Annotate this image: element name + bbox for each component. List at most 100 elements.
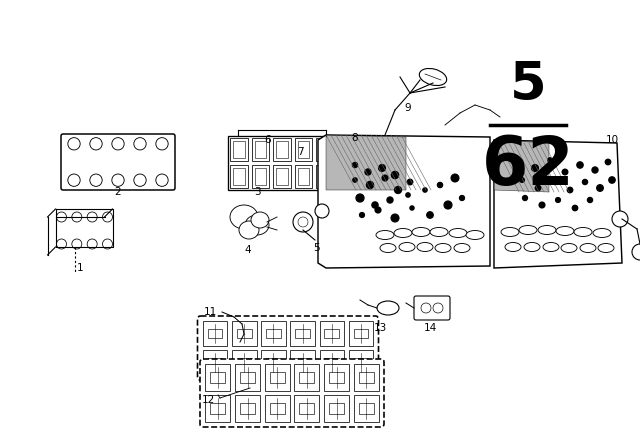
Circle shape (517, 159, 523, 165)
Ellipse shape (449, 228, 467, 237)
Circle shape (577, 162, 583, 168)
Circle shape (548, 158, 552, 162)
Ellipse shape (412, 228, 430, 237)
Text: 3: 3 (253, 187, 260, 197)
Ellipse shape (251, 212, 269, 228)
Text: 1: 1 (77, 263, 83, 273)
Circle shape (433, 303, 443, 313)
Circle shape (423, 188, 427, 192)
Circle shape (102, 239, 113, 249)
Circle shape (156, 174, 168, 186)
Bar (329, 403, 344, 414)
Bar (230, 138, 248, 161)
Ellipse shape (466, 231, 484, 240)
Bar (294, 365, 319, 391)
Bar (252, 138, 269, 161)
FancyBboxPatch shape (414, 296, 450, 320)
Polygon shape (494, 140, 622, 268)
Bar (265, 396, 290, 422)
Ellipse shape (598, 244, 614, 253)
Circle shape (596, 185, 604, 191)
Circle shape (102, 212, 113, 222)
Circle shape (588, 198, 593, 202)
Circle shape (293, 212, 313, 232)
Bar (232, 321, 257, 346)
Text: 12: 12 (202, 395, 214, 405)
Bar (316, 138, 334, 161)
Bar (255, 168, 266, 185)
Bar (349, 350, 373, 375)
Circle shape (367, 181, 374, 189)
Bar (203, 321, 227, 346)
Bar (298, 168, 309, 185)
Circle shape (612, 211, 628, 227)
Bar (273, 138, 291, 161)
Bar (233, 168, 244, 185)
Circle shape (421, 303, 431, 313)
Circle shape (535, 185, 541, 191)
Bar (237, 329, 252, 338)
Bar (208, 358, 223, 367)
Circle shape (360, 212, 364, 217)
Circle shape (379, 165, 385, 171)
Ellipse shape (556, 227, 574, 236)
Circle shape (356, 194, 364, 202)
Circle shape (87, 239, 97, 249)
Bar (295, 329, 310, 338)
Bar (261, 321, 285, 346)
Ellipse shape (543, 242, 559, 251)
Ellipse shape (376, 231, 394, 240)
Bar (203, 350, 227, 375)
Bar (235, 396, 260, 422)
Bar (205, 365, 230, 391)
Circle shape (134, 174, 146, 186)
Bar (295, 358, 310, 367)
Ellipse shape (580, 244, 596, 253)
Circle shape (156, 138, 168, 150)
Bar (295, 138, 312, 161)
Bar (353, 329, 368, 338)
Ellipse shape (417, 242, 433, 251)
Ellipse shape (524, 242, 540, 251)
Circle shape (353, 163, 358, 168)
Bar (235, 365, 260, 391)
Circle shape (520, 178, 524, 182)
Circle shape (298, 217, 308, 227)
Polygon shape (494, 140, 549, 192)
Bar (324, 365, 349, 391)
Circle shape (68, 174, 80, 186)
Text: 14: 14 (424, 323, 436, 333)
Bar (300, 403, 314, 414)
Circle shape (375, 207, 381, 213)
Text: 8: 8 (352, 133, 358, 143)
Ellipse shape (505, 242, 521, 251)
Circle shape (427, 212, 433, 218)
Bar (300, 372, 314, 383)
Circle shape (460, 195, 465, 200)
Circle shape (609, 177, 615, 183)
Text: 62: 62 (482, 133, 574, 199)
Circle shape (315, 204, 329, 218)
Circle shape (382, 175, 388, 181)
Polygon shape (318, 135, 490, 268)
Bar (261, 350, 285, 375)
Bar (228, 136, 336, 190)
Ellipse shape (435, 244, 451, 253)
Ellipse shape (394, 228, 412, 237)
Bar (358, 372, 374, 383)
Bar (211, 403, 225, 414)
Bar (230, 165, 248, 188)
Text: 4: 4 (244, 245, 252, 255)
Bar (252, 165, 269, 188)
Ellipse shape (419, 69, 447, 86)
Bar (208, 329, 223, 338)
Circle shape (582, 180, 588, 185)
Bar (269, 372, 285, 383)
Circle shape (87, 212, 97, 222)
Text: 13: 13 (373, 323, 387, 333)
Bar (205, 396, 230, 422)
Circle shape (539, 202, 545, 208)
Bar (291, 350, 315, 375)
Bar (319, 168, 331, 185)
Circle shape (112, 174, 124, 186)
